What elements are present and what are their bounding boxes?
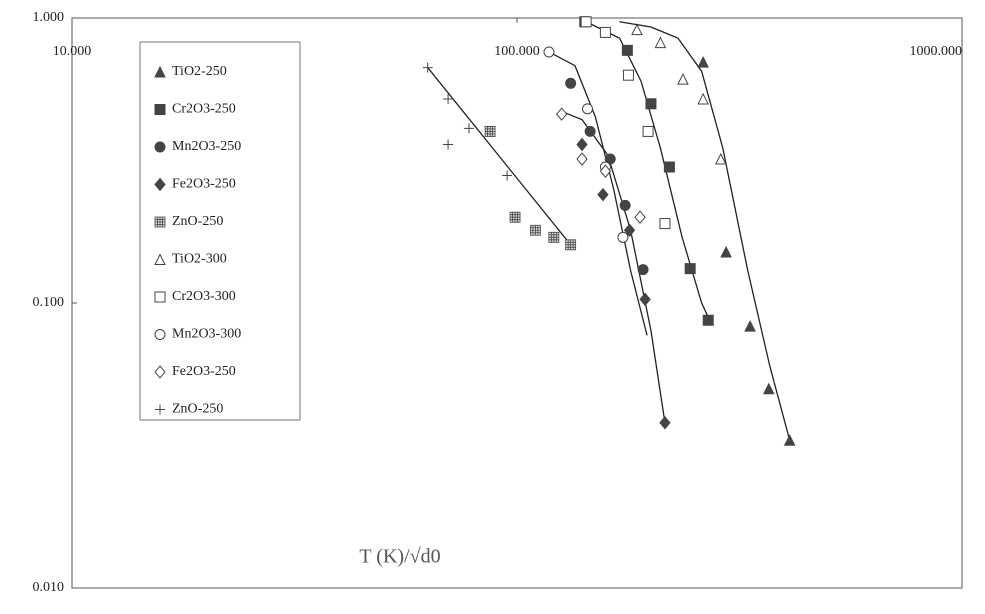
data-point — [697, 56, 709, 68]
data-point — [443, 139, 454, 150]
data-point — [484, 126, 496, 137]
data-point — [617, 231, 629, 243]
data-point — [637, 264, 649, 276]
fit-line — [619, 21, 791, 441]
data-point — [783, 434, 796, 446]
legend-box — [139, 41, 301, 421]
fit-line — [561, 110, 666, 423]
data-point — [684, 263, 696, 275]
data-point — [576, 137, 588, 152]
data-point — [659, 218, 671, 230]
data-point — [581, 103, 593, 115]
data-point — [634, 210, 646, 224]
data-point — [556, 107, 568, 121]
data-point — [659, 415, 671, 430]
legend-marker — [154, 329, 166, 340]
legend-marker — [154, 141, 166, 153]
legend-marker — [155, 404, 165, 415]
data-point — [619, 199, 631, 211]
legend-marker — [154, 253, 166, 265]
legend-label: TiO2-300 — [172, 252, 227, 267]
data-point — [565, 77, 577, 89]
data-point — [663, 161, 675, 173]
legend-marker — [154, 65, 166, 78]
data-point — [443, 93, 454, 104]
fit-line — [427, 67, 572, 246]
legend-label: Mn2O3-250 — [172, 139, 241, 154]
data-point — [576, 152, 588, 166]
data-point — [720, 245, 732, 258]
data-point — [697, 92, 709, 105]
legend-label: ZnO-250 — [172, 214, 223, 229]
data-point — [422, 62, 433, 73]
data-point — [642, 125, 654, 137]
data-point — [597, 187, 609, 202]
legend-label: Cr2O3-250 — [172, 102, 236, 117]
legend-label: Cr2O3-300 — [172, 289, 236, 304]
data-point — [702, 314, 714, 326]
legend-label: TiO2-250 — [172, 64, 227, 79]
data-point — [509, 211, 521, 223]
data-point — [714, 152, 727, 165]
data-point — [463, 123, 474, 134]
data-point — [623, 223, 636, 238]
legend-label: Fe2O3-250 — [172, 177, 236, 192]
data-point — [502, 170, 513, 181]
legend-label: Mn2O3-300 — [172, 327, 241, 342]
x-tick-label: 100.000 — [494, 44, 540, 59]
data-point — [621, 44, 633, 56]
legend-marker — [154, 365, 166, 379]
data-point — [762, 382, 775, 395]
data-point — [548, 231, 560, 243]
data-point — [604, 153, 616, 165]
fit-line — [585, 21, 710, 320]
x-tick-label: 10.000 — [53, 44, 92, 59]
data-point — [543, 46, 555, 58]
data-point — [622, 69, 634, 81]
fit-line — [548, 51, 648, 336]
y-tick-label: 1.000 — [33, 10, 65, 25]
x-axis-label: T (K)/√d0 — [359, 546, 440, 568]
data-point — [599, 26, 611, 38]
data-point — [744, 319, 756, 332]
legend-marker — [154, 177, 166, 192]
data-point — [580, 16, 592, 28]
data-point — [631, 23, 643, 36]
data-point — [565, 239, 577, 251]
legend-label: Fe2O3-250 — [172, 364, 236, 379]
data-point — [654, 36, 667, 49]
y-tick-label: 0.100 — [33, 295, 65, 310]
data-point — [639, 292, 651, 307]
data-point — [599, 164, 612, 178]
data-point — [530, 224, 541, 236]
data-point — [584, 125, 596, 137]
data-point — [645, 98, 657, 110]
legend-marker — [154, 291, 166, 303]
x-tick-label: 1000.000 — [910, 44, 963, 59]
y-tick-label: 0.010 — [33, 580, 65, 595]
legend-label: ZnO-250 — [172, 402, 223, 417]
data-point — [677, 73, 689, 85]
legend-marker — [154, 216, 166, 228]
legend-marker — [154, 104, 166, 115]
